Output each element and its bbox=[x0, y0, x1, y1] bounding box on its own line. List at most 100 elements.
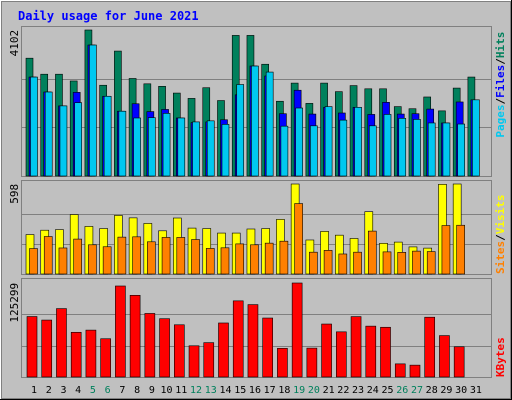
y-max-label-kbytes: 125299 bbox=[8, 283, 21, 323]
x-tick-label: 20 bbox=[308, 385, 320, 396]
bar-sites bbox=[220, 247, 230, 275]
bar-sites bbox=[147, 241, 156, 275]
bar-kbytes bbox=[70, 331, 82, 378]
bar-pages bbox=[472, 99, 480, 177]
bar-kbytes bbox=[188, 345, 200, 378]
bar-kbytes bbox=[409, 364, 421, 378]
x-tick-label: 10 bbox=[161, 385, 173, 396]
bar-kbytes bbox=[350, 316, 362, 378]
bar-kbytes bbox=[218, 322, 229, 378]
bar-kbytes bbox=[85, 329, 97, 378]
bar-pages bbox=[442, 122, 451, 177]
bar-kbytes bbox=[232, 300, 244, 378]
bar-pages bbox=[44, 91, 53, 177]
bar-sites bbox=[294, 203, 303, 275]
x-tick-label: 1 bbox=[31, 385, 37, 396]
bar-pages bbox=[103, 95, 112, 177]
bar-sites bbox=[323, 250, 333, 275]
bar-pages bbox=[339, 119, 348, 177]
x-tick-label: 23 bbox=[352, 385, 364, 396]
x-tick-label: 9 bbox=[149, 385, 155, 396]
bar-pages bbox=[368, 125, 377, 177]
bar-kbytes bbox=[26, 316, 38, 378]
bar-sites bbox=[367, 230, 377, 275]
x-tick-label: 11 bbox=[175, 385, 187, 396]
bar-sites bbox=[161, 237, 171, 275]
x-tick-label: 14 bbox=[219, 385, 231, 396]
x-tick-label: 3 bbox=[60, 385, 66, 396]
bar-kbytes bbox=[291, 282, 303, 378]
bar-sites bbox=[338, 253, 348, 275]
legend-separator: / bbox=[494, 97, 507, 104]
bar-sites bbox=[456, 224, 465, 275]
bar-sites bbox=[117, 236, 127, 275]
bar-pages bbox=[398, 118, 407, 177]
bar-sites bbox=[191, 239, 200, 275]
legend-visits: Visits bbox=[494, 195, 507, 235]
bar-kbytes bbox=[159, 318, 170, 378]
bar-pages bbox=[206, 120, 215, 177]
legend-panel-1: Pages/Files/Hits bbox=[494, 32, 507, 138]
x-tick-label: 8 bbox=[134, 385, 140, 396]
bar-pages bbox=[295, 107, 303, 177]
bar-kbytes bbox=[56, 308, 67, 378]
x-tick-label: 7 bbox=[119, 385, 125, 396]
legend-panel-3: KBytes bbox=[494, 337, 507, 377]
bar-pages bbox=[457, 123, 465, 177]
bar-pages bbox=[74, 102, 82, 177]
bar-kbytes bbox=[247, 304, 259, 378]
bar-sites bbox=[29, 248, 38, 275]
legend-separator: / bbox=[494, 234, 507, 241]
bar-sites bbox=[250, 244, 259, 275]
x-tick-label: 30 bbox=[455, 385, 467, 396]
bar-pages bbox=[310, 125, 318, 177]
bar-sites bbox=[426, 251, 436, 275]
bar-kbytes bbox=[394, 363, 406, 378]
legend-panel-2: Sites/Visits bbox=[494, 195, 507, 275]
bar-kbytes bbox=[321, 323, 332, 378]
x-tick-label: 27 bbox=[411, 385, 423, 396]
x-tick-label: 21 bbox=[323, 385, 335, 396]
bar-sites bbox=[73, 238, 82, 275]
x-tick-label: 25 bbox=[381, 385, 393, 396]
bar-pages bbox=[427, 122, 436, 177]
bar-pages bbox=[89, 44, 97, 177]
x-tick-label: 16 bbox=[249, 385, 261, 396]
legend-files: Files bbox=[494, 65, 507, 98]
bar-marks bbox=[25, 29, 480, 378]
x-tick-label: 12 bbox=[190, 385, 202, 396]
x-tick-label: 28 bbox=[426, 385, 438, 396]
bar-kbytes bbox=[365, 325, 377, 378]
legend-kbytes: KBytes bbox=[494, 337, 507, 377]
bar-sites bbox=[176, 237, 186, 275]
x-tick-label: 18 bbox=[278, 385, 290, 396]
x-tick-label: 6 bbox=[105, 385, 111, 396]
x-tick-label: 13 bbox=[205, 385, 217, 396]
bar-sites bbox=[132, 236, 141, 275]
chart-title: Daily usage for June 2021 bbox=[18, 9, 199, 23]
bar-sites bbox=[353, 251, 362, 275]
bar-pages bbox=[221, 124, 230, 177]
bar-kbytes bbox=[306, 347, 318, 378]
bar-sites bbox=[309, 251, 318, 275]
bar-sites bbox=[279, 240, 289, 275]
bar-sites bbox=[58, 247, 68, 275]
bar-sites bbox=[382, 251, 392, 275]
bar-sites bbox=[397, 252, 407, 275]
bar-sites bbox=[43, 236, 53, 275]
legend-sites: Sites bbox=[494, 241, 507, 274]
legend-separator: / bbox=[494, 58, 507, 65]
bar-sites bbox=[412, 250, 421, 275]
bar-kbytes bbox=[424, 316, 436, 378]
bar-pages bbox=[118, 110, 127, 177]
bar-pages bbox=[192, 121, 200, 177]
bar-kbytes bbox=[100, 338, 111, 378]
bar-kbytes bbox=[336, 331, 347, 378]
bar-pages bbox=[265, 71, 274, 177]
bar-kbytes bbox=[144, 313, 156, 378]
x-tick-label: 17 bbox=[264, 385, 276, 396]
bar-kbytes bbox=[453, 346, 465, 378]
bar-sites bbox=[235, 243, 245, 275]
bar-sites bbox=[264, 242, 274, 275]
bar-pages bbox=[324, 106, 333, 177]
